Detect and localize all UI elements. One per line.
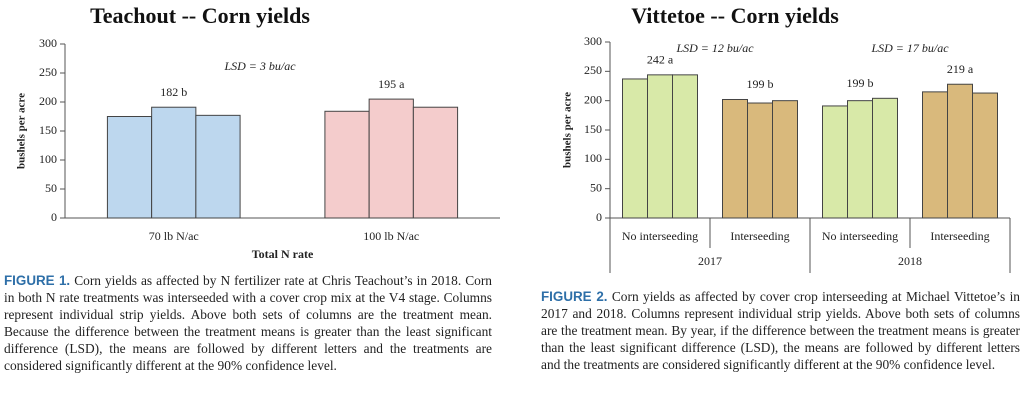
y-tick-label: 250 — [39, 65, 57, 79]
bar — [872, 97, 898, 219]
lsd-annotation: LSD = 12 bu/ac — [675, 41, 754, 55]
mean-label: 182 b — [160, 85, 187, 99]
y-axis-label: bushels per acre — [16, 93, 28, 169]
bar — [972, 92, 998, 219]
lsd-annotation: LSD = 17 bu/ac — [870, 41, 949, 55]
x-tick-label: Interseeding — [730, 229, 789, 243]
bar — [368, 98, 414, 219]
y-tick-label: 0 — [596, 210, 602, 224]
bar — [747, 102, 773, 219]
y-tick-label: 150 — [39, 123, 57, 137]
bar — [922, 91, 948, 219]
bar — [847, 100, 873, 219]
y-tick-label: 300 — [39, 36, 57, 50]
caption-2: FIGURE 2. Corn yields as affected by cov… — [541, 288, 1020, 373]
bar — [947, 83, 973, 219]
y-tick-label: 300 — [584, 34, 602, 48]
caption-text: Corn yields as affected by cover crop in… — [541, 289, 1020, 372]
y-axis-label: bushels per acre — [562, 92, 574, 168]
mean-label: 199 b — [847, 76, 874, 90]
mean-label: 199 b — [747, 77, 774, 91]
x-tick-label: 100 lb N/ac — [363, 229, 419, 243]
y-tick-label: 200 — [584, 92, 602, 106]
mean-label: 195 a — [378, 77, 405, 91]
bar — [151, 106, 197, 219]
x-tick-label: 70 lb N/ac — [149, 229, 199, 243]
chart-title: Vittetoe -- Corn yields — [631, 3, 839, 28]
y-tick-label: 50 — [590, 180, 602, 194]
bar — [622, 78, 648, 219]
bar — [412, 106, 459, 219]
bar — [647, 74, 673, 219]
y-tick-label: 150 — [584, 122, 602, 136]
group-label: 2017 — [698, 254, 722, 268]
mean-label: 242 a — [647, 53, 674, 67]
y-tick-label: 100 — [584, 151, 602, 165]
lsd-annotation: LSD = 3 bu/ac — [223, 59, 296, 73]
x-tick-label: No interseeding — [622, 229, 698, 243]
y-tick-label: 50 — [45, 181, 57, 195]
y-tick-label: 100 — [39, 152, 57, 166]
caption-label: FIGURE 1. — [4, 273, 71, 288]
bar — [772, 100, 798, 219]
x-tick-label: Interseeding — [930, 229, 989, 243]
x-tick-label: No interseeding — [822, 229, 898, 243]
bar — [822, 105, 848, 219]
chart-title: Teachout -- Corn yields — [90, 3, 310, 28]
x-axis-label: Total N rate — [252, 247, 314, 261]
caption-label: FIGURE 2. — [541, 289, 608, 304]
caption-text: Corn yields as affected by N fertilizer … — [4, 273, 492, 373]
y-tick-label: 250 — [584, 63, 602, 77]
y-tick-label: 0 — [51, 210, 57, 224]
y-tick-label: 200 — [39, 94, 57, 108]
bar — [722, 98, 748, 219]
caption-1: FIGURE 1. Corn yields as affected by N f… — [4, 272, 492, 374]
group-label: 2018 — [898, 254, 922, 268]
bar — [106, 116, 153, 219]
bar — [195, 114, 241, 219]
mean-label: 219 a — [947, 62, 974, 76]
bar — [324, 110, 370, 219]
bar — [672, 74, 698, 219]
